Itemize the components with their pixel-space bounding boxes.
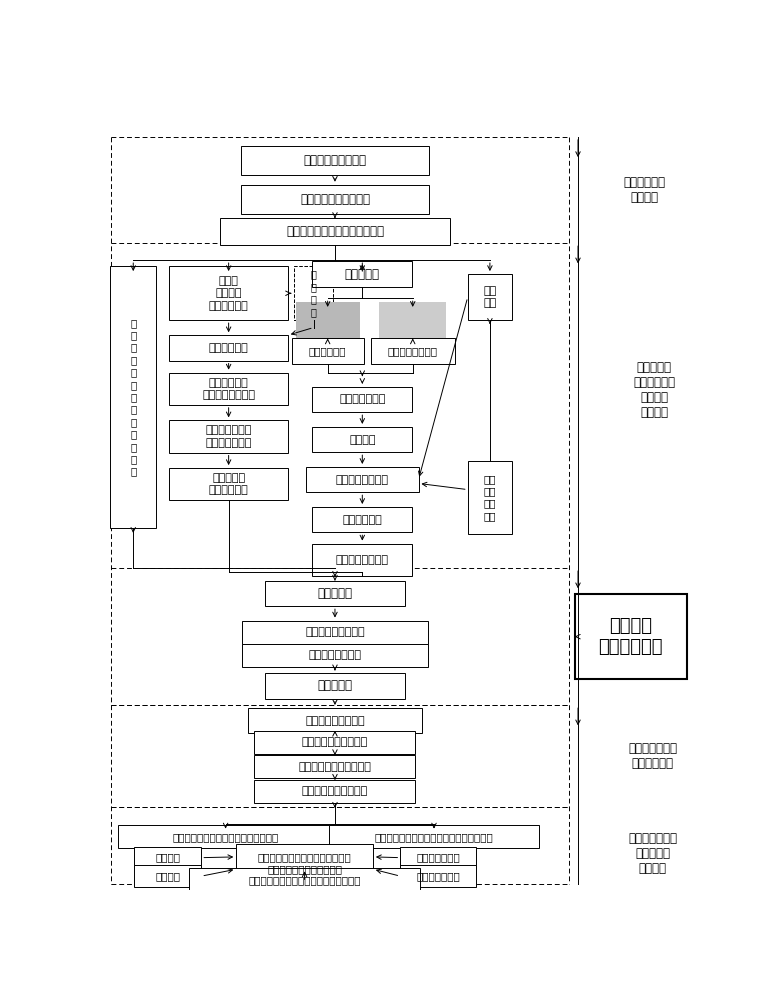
Bar bbox=[118, 825, 333, 848]
Text: 尾矿库及其周边影响区域环境风险量化评估: 尾矿库及其周边影响区域环境风险量化评估 bbox=[375, 832, 493, 842]
Text: 尾
矿
库
企
业
走
访
现
场
资
料
收
集: 尾 矿 库 企 业 走 访 现 场 资 料 收 集 bbox=[130, 318, 136, 477]
Bar bbox=[296, 302, 360, 339]
Text: 基础资料收集
背景调查: 基础资料收集 背景调查 bbox=[624, 176, 666, 204]
Text: 多源遥感信息复合: 多源遥感信息复合 bbox=[308, 650, 361, 660]
Text: 污染物产生节点: 污染物产生节点 bbox=[416, 853, 460, 863]
Bar bbox=[312, 261, 412, 287]
Bar bbox=[111, 266, 156, 528]
Bar bbox=[468, 274, 512, 320]
Text: 小型旋转翼无人机: 小型旋转翼无人机 bbox=[388, 346, 437, 356]
Bar bbox=[241, 146, 429, 175]
Text: 尾矿库基础资料收集: 尾矿库基础资料收集 bbox=[303, 154, 366, 167]
Text: 尾矿库
现场踏勘
风险隐患排查: 尾矿库 现场踏勘 风险隐患排查 bbox=[209, 276, 249, 311]
Text: 人机交互解译: 人机交互解译 bbox=[343, 515, 382, 525]
Bar bbox=[468, 461, 512, 534]
Bar bbox=[265, 581, 405, 606]
Text: 尾矿库环境风险
详细调查与
量化评估: 尾矿库环境风险 详细调查与 量化评估 bbox=[628, 832, 677, 875]
Bar bbox=[265, 673, 405, 699]
Text: 尾矿库环境风险预判别: 尾矿库环境风险预判别 bbox=[302, 737, 368, 747]
Bar bbox=[292, 338, 364, 364]
Text: 典型区域尾矿库环境风险评估与预警技术: 典型区域尾矿库环境风险评估与预警技术 bbox=[249, 875, 361, 885]
Text: 尾矿库及其周边影响区域界外环境调查: 尾矿库及其周边影响区域界外环境调查 bbox=[172, 832, 279, 842]
Text: 结
果
报
告: 结 果 报 告 bbox=[310, 270, 317, 317]
Bar bbox=[312, 507, 412, 532]
Bar bbox=[249, 708, 422, 733]
Text: 人工
地面
调查
校正: 人工 地面 调查 校正 bbox=[484, 474, 496, 521]
Bar bbox=[329, 825, 539, 848]
Text: 卫片
校准: 卫片 校准 bbox=[483, 286, 496, 308]
Bar bbox=[401, 847, 476, 868]
Bar bbox=[236, 844, 373, 882]
Text: 手持式尾砂、
土壤样品采集初筛: 手持式尾砂、 土壤样品采集初筛 bbox=[202, 378, 255, 400]
Bar bbox=[220, 218, 450, 245]
Text: 斑块影像
污染特征耦合: 斑块影像 污染特征耦合 bbox=[599, 617, 663, 656]
Bar bbox=[312, 387, 412, 412]
Text: 监测方案制定: 监测方案制定 bbox=[209, 343, 249, 353]
Text: 尾矿库环境风险等级划分: 尾矿库环境风险等级划分 bbox=[299, 762, 372, 772]
Bar bbox=[255, 755, 416, 778]
Text: 尾砂、土壤样品
实验室检测分析: 尾砂、土壤样品 实验室检测分析 bbox=[205, 425, 252, 448]
Bar bbox=[135, 847, 201, 868]
Bar bbox=[401, 865, 476, 887]
Bar bbox=[242, 620, 427, 644]
Text: 图像拼接: 图像拼接 bbox=[349, 435, 376, 445]
Text: 数据源选择: 数据源选择 bbox=[318, 587, 353, 600]
Bar bbox=[169, 468, 288, 500]
Text: 区域尾矿库
污染特征数据: 区域尾矿库 污染特征数据 bbox=[209, 473, 249, 495]
Text: 有代表性的典型区域尾矿库筛选: 有代表性的典型区域尾矿库筛选 bbox=[286, 225, 384, 238]
Bar bbox=[255, 780, 416, 803]
Text: 图像预处理: 图像预处理 bbox=[318, 679, 353, 692]
Bar bbox=[189, 868, 420, 892]
Text: 提出尾矿库环境风险隐患排查重点
目标、技术手段及排查内容: 提出尾矿库环境风险隐患排查重点 目标、技术手段及排查内容 bbox=[258, 852, 351, 874]
Text: 区域斑块影像数据: 区域斑块影像数据 bbox=[336, 555, 389, 565]
Text: 无人机数据获取: 无人机数据获取 bbox=[339, 395, 386, 405]
Bar bbox=[312, 427, 412, 452]
Text: 遥感非遥感信息复合: 遥感非遥感信息复合 bbox=[305, 627, 365, 637]
Bar bbox=[306, 467, 419, 492]
Bar bbox=[169, 420, 288, 453]
Bar bbox=[169, 335, 288, 361]
Bar bbox=[312, 544, 412, 576]
Text: 环境风险: 环境风险 bbox=[155, 853, 180, 863]
Bar bbox=[379, 302, 446, 339]
Bar bbox=[242, 644, 427, 667]
Bar bbox=[241, 185, 429, 214]
Text: 尾矿特征: 尾矿特征 bbox=[155, 871, 180, 881]
Text: 多源多维影像校正: 多源多维影像校正 bbox=[336, 475, 389, 485]
Text: 图像增强与模式识别: 图像增强与模式识别 bbox=[305, 716, 365, 726]
Text: 固定翼无人机: 固定翼无人机 bbox=[309, 346, 347, 356]
Bar bbox=[255, 731, 416, 754]
Bar bbox=[575, 594, 687, 679]
Text: 环境质量状况文献检索: 环境质量状况文献检索 bbox=[300, 193, 370, 206]
Bar bbox=[294, 266, 333, 320]
Bar bbox=[169, 373, 288, 405]
Text: 水文和地质条件: 水文和地质条件 bbox=[416, 871, 460, 881]
Text: 尾矿库环境风险
调查与预评估: 尾矿库环境风险 调查与预评估 bbox=[628, 742, 677, 770]
Text: 无人机勘察: 无人机勘察 bbox=[345, 267, 379, 280]
Bar bbox=[135, 865, 201, 887]
Bar bbox=[371, 338, 455, 364]
Bar bbox=[169, 266, 288, 320]
Text: 现场调研、
无人机勘察、
样品分析
数据获取: 现场调研、 无人机勘察、 样品分析 数据获取 bbox=[633, 361, 675, 419]
Text: 尾矿库环境风险预评估: 尾矿库环境风险预评估 bbox=[302, 786, 368, 796]
